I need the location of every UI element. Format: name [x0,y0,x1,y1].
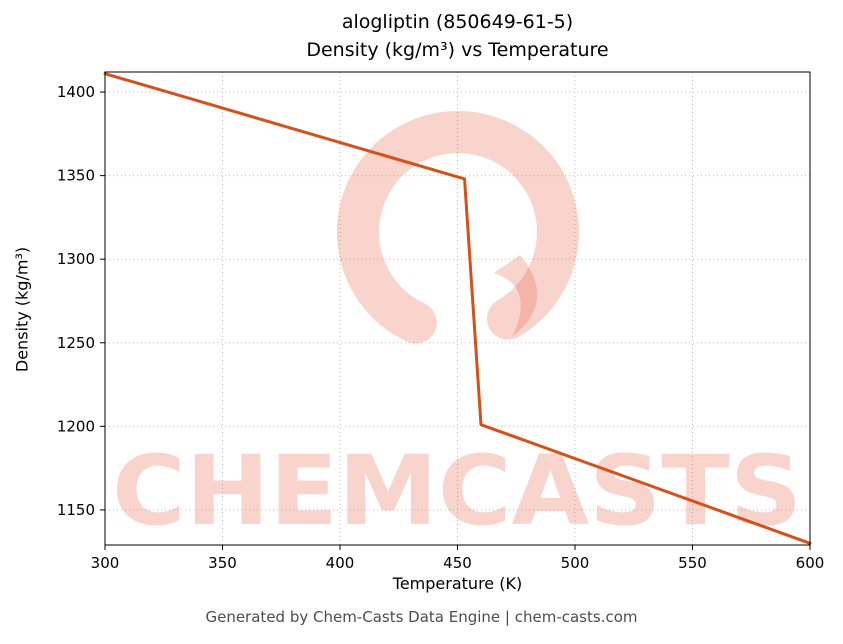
y-tick-label: 1350 [57,167,95,185]
y-tick-label: 1200 [57,417,95,435]
chart-title: alogliptin (850649-61-5) Density (kg/m³)… [105,8,810,64]
y-tick-label: 1250 [57,334,95,352]
data-line [103,72,812,545]
x-axis-label: Temperature (K) [392,574,523,593]
watermark-text: CHEMCASTS [112,435,802,547]
x-tick-label: 550 [678,554,707,572]
x-tick-label: 350 [208,554,237,572]
y-tick-label: 1300 [57,250,95,268]
y-tick-label: 1400 [57,83,95,101]
footer-text: Generated by Chem-Casts Data Engine | ch… [205,608,638,626]
x-tick-label: 300 [91,554,120,572]
x-tick-label: 600 [796,554,825,572]
chart-title-line2: Density (kg/m³) vs Temperature [306,39,609,61]
watermark-logo [337,111,579,344]
x-tick-label: 500 [561,554,590,572]
x-tick-label: 400 [326,554,355,572]
y-tick-label: 1150 [57,501,95,519]
x-tick-label: 450 [443,554,472,572]
chart-title-line1: alogliptin (850649-61-5) [341,11,574,33]
tick-marks [100,91,811,550]
tick-labels: 300 350 400 450 500 550 600 1150 1200 1250 1300 135… [57,83,825,572]
